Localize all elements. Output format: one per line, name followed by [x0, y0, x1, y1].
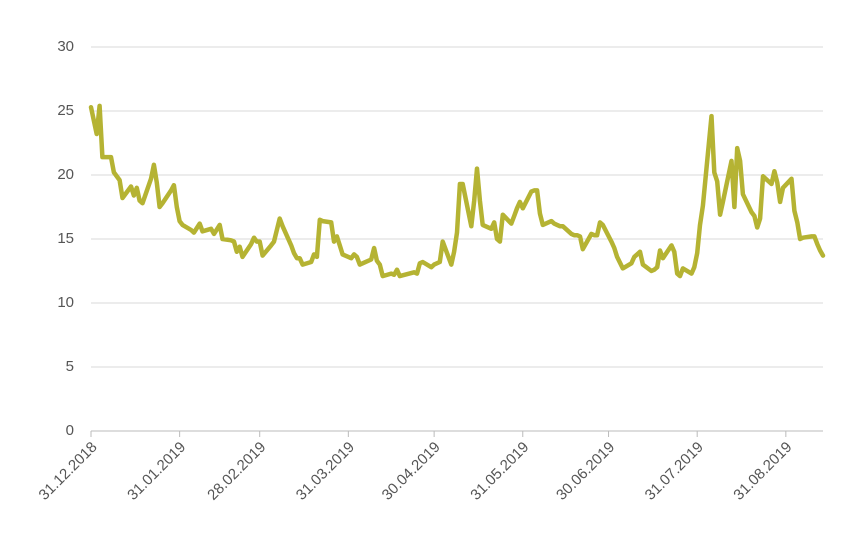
x-tick-label: 31.08.2019 [730, 439, 795, 504]
y-tick-label: 0 [66, 422, 74, 439]
line [88, 103, 826, 279]
x-tick-label: 31.03.2019 [293, 439, 358, 504]
y-tick-label: 10 [57, 294, 74, 311]
y-tick-label: 30 [57, 38, 74, 55]
x-tick-label: 31.01.2019 [124, 439, 189, 504]
x-tick-label: 31.05.2019 [467, 439, 532, 504]
x-tick-label: 30.04.2019 [379, 439, 444, 504]
x-tick-label: 31.07.2019 [642, 439, 707, 504]
x-tick-label: 30.06.2019 [553, 439, 618, 504]
x-tick-label: 31.12.2018 [36, 439, 101, 504]
y-tick-label: 5 [66, 358, 74, 375]
y-tick-label: 25 [57, 102, 74, 119]
y-tick-label: 20 [57, 166, 74, 183]
y-tick-label: 15 [57, 230, 74, 247]
x-tick-label: 28.02.2019 [204, 439, 269, 504]
